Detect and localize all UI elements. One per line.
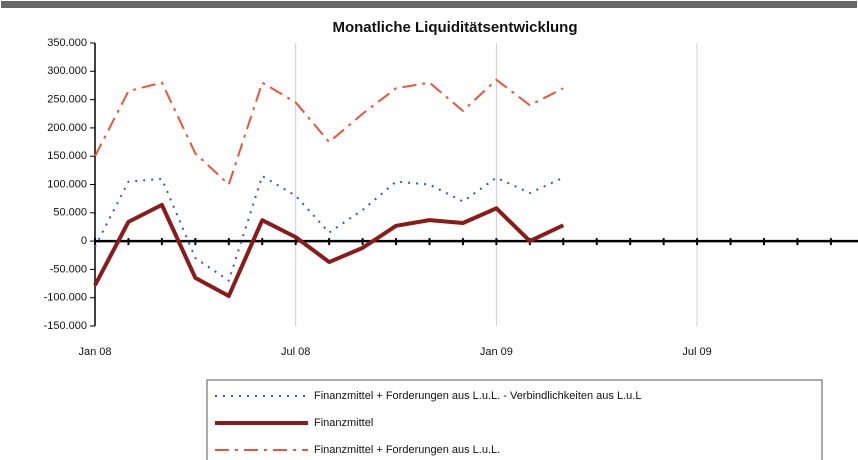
data-line — [93, 202, 565, 299]
window-frame — [1, 1, 857, 8]
legend-label: Finanzmittel + Forderungen aus L.u.L. — [314, 444, 500, 456]
y-tick-label: -100.000 — [44, 292, 87, 304]
x-tick-label: Jul 08 — [281, 346, 310, 358]
legend-box — [206, 379, 823, 460]
y-tick-label: 100.000 — [47, 178, 87, 190]
y-tick-label: 200.000 — [47, 122, 87, 134]
y-tick-label: 250.000 — [47, 94, 87, 106]
y-tick-label: 350.000 — [47, 37, 87, 49]
chart-title: Monatliche Liquiditätsentwicklung — [332, 19, 577, 36]
y-tick-label: 150.000 — [47, 150, 87, 162]
x-tick-label: Jan 08 — [78, 346, 111, 358]
legend-label: Finanzmittel — [314, 417, 373, 429]
x-tick-label: Jan 09 — [480, 346, 513, 358]
y-tick-label: 300.000 — [47, 65, 87, 77]
y-tick-label: 0 — [81, 235, 87, 247]
x-tick-label: Jul 09 — [682, 346, 711, 358]
legend-label: Finanzmittel + Forderungen aus L.u.L. - … — [314, 390, 641, 402]
y-tick-label: -150.000 — [44, 320, 87, 332]
y-tick-label: 50.000 — [53, 207, 87, 219]
y-tick-label: -50.000 — [50, 263, 87, 275]
